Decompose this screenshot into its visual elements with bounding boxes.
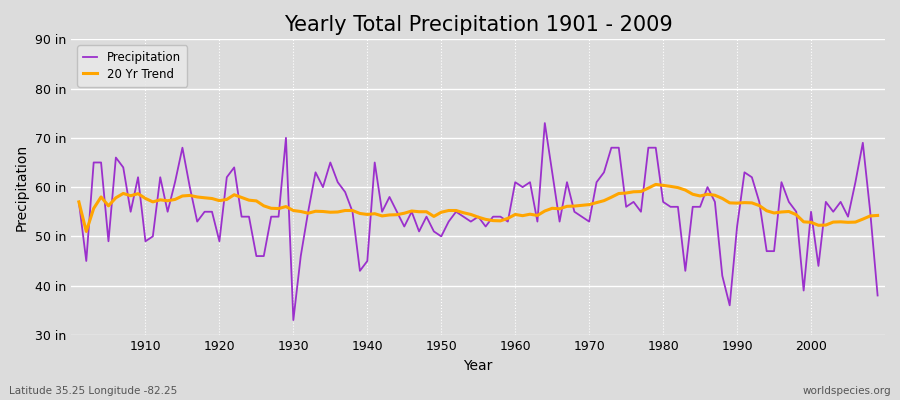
20 Yr Trend xyxy=(606,195,616,200)
20 Yr Trend xyxy=(81,229,92,234)
Y-axis label: Precipitation: Precipitation xyxy=(15,144,29,231)
Precipitation xyxy=(614,145,625,150)
Precipitation xyxy=(539,121,550,126)
20 Yr Trend xyxy=(347,208,358,213)
Precipitation xyxy=(518,185,528,190)
20 Yr Trend xyxy=(651,182,661,187)
Line: Precipitation: Precipitation xyxy=(79,123,878,320)
Text: Latitude 35.25 Longitude -82.25: Latitude 35.25 Longitude -82.25 xyxy=(9,386,177,396)
Title: Yearly Total Precipitation 1901 - 2009: Yearly Total Precipitation 1901 - 2009 xyxy=(284,15,672,35)
Precipitation xyxy=(509,180,520,184)
20 Yr Trend xyxy=(872,213,883,218)
X-axis label: Year: Year xyxy=(464,359,493,373)
20 Yr Trend xyxy=(140,196,151,201)
Line: 20 Yr Trend: 20 Yr Trend xyxy=(79,184,878,232)
Precipitation xyxy=(74,200,85,204)
20 Yr Trend xyxy=(509,212,520,217)
Precipitation xyxy=(872,293,883,298)
Precipitation xyxy=(288,318,299,322)
Precipitation xyxy=(132,175,143,180)
Text: worldspecies.org: worldspecies.org xyxy=(803,386,891,396)
Precipitation xyxy=(302,209,313,214)
Legend: Precipitation, 20 Yr Trend: Precipitation, 20 Yr Trend xyxy=(77,45,187,86)
20 Yr Trend xyxy=(302,211,313,216)
Precipitation xyxy=(347,209,358,214)
20 Yr Trend xyxy=(74,200,85,204)
20 Yr Trend xyxy=(518,213,528,218)
